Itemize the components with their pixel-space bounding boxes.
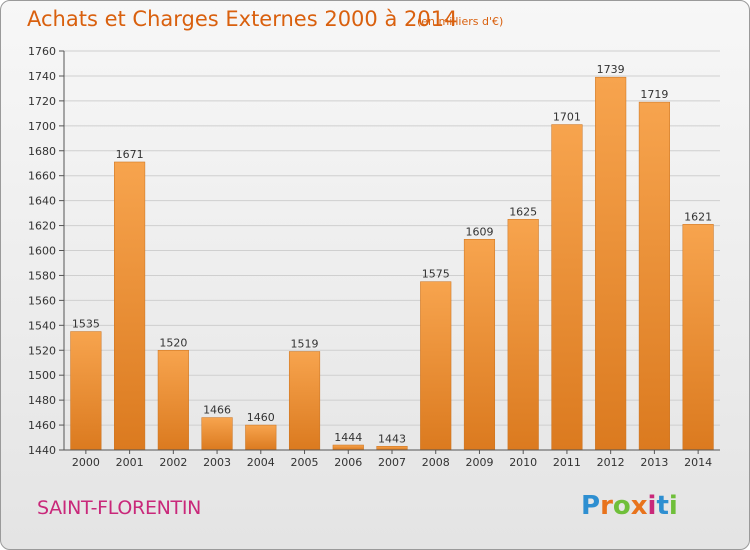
x-tick-label-2009: 2009 — [465, 456, 493, 469]
y-tick-label: 1620 — [28, 220, 56, 233]
y-tick-label: 1520 — [28, 344, 56, 357]
value-label-2002: 1520 — [159, 336, 187, 349]
bar-2013 — [638, 101, 670, 451]
y-tick-label: 1720 — [28, 95, 56, 108]
bar-2000 — [70, 331, 102, 451]
value-label-2001: 1671 — [116, 148, 144, 161]
bar-2001 — [114, 161, 146, 451]
x-axis: 2000 2001 2002 2003 2004 2005 2006 2007 2008 2009… — [64, 449, 720, 469]
value-label-2010: 1625 — [509, 205, 537, 218]
y-tick-label: 1560 — [28, 294, 56, 307]
bar-2005 — [288, 351, 321, 451]
bar-2012 — [595, 76, 627, 451]
logo-letter: i — [668, 491, 678, 521]
bar-2002 — [157, 350, 189, 451]
bar-2014 — [682, 224, 714, 451]
bars: 1535 1671 1520 1466 1460 1519 1444 1443 1575 1609… — [70, 63, 714, 451]
x-tick-label-2006: 2006 — [334, 456, 362, 469]
logo-letter: o — [612, 491, 631, 521]
x-tick-label-2011: 2011 — [553, 456, 581, 469]
x-tick-label-2005: 2005 — [291, 456, 319, 469]
x-tick-label-2013: 2013 — [640, 456, 668, 469]
bar-2006 — [332, 444, 364, 451]
y-tick-label: 1580 — [28, 269, 56, 282]
bar-2011 — [551, 124, 583, 451]
y-tick-label: 1500 — [28, 369, 56, 382]
y-tick-label: 1640 — [28, 195, 56, 208]
y-tick-label: 1600 — [28, 245, 56, 258]
x-tick-label-2003: 2003 — [203, 456, 231, 469]
x-tick-label-2000: 2000 — [72, 456, 100, 469]
bar-2010 — [507, 219, 539, 451]
logo-letter: t — [656, 491, 669, 521]
value-label-2005: 1519 — [291, 337, 319, 350]
proxiti-logo[interactable]: Proxiti — [581, 491, 678, 521]
value-label-2006: 1444 — [334, 431, 362, 444]
x-tick-label-2001: 2001 — [116, 456, 144, 469]
x-tick-label-2007: 2007 — [378, 456, 406, 469]
y-tick-label: 1680 — [28, 145, 56, 158]
value-label-2014: 1621 — [684, 210, 712, 223]
bar-2007 — [376, 446, 408, 451]
y-tick-label: 1440 — [28, 444, 56, 457]
logo-letter: x — [630, 491, 648, 521]
value-label-2004: 1460 — [247, 411, 275, 424]
bar-2004 — [245, 424, 277, 451]
value-label-2011: 1701 — [553, 111, 581, 124]
value-label-2008: 1575 — [422, 268, 450, 281]
value-label-2003: 1466 — [203, 404, 231, 417]
y-tick-label: 1480 — [28, 394, 56, 407]
x-tick-label-2004: 2004 — [247, 456, 275, 469]
y-tick-label: 1760 — [28, 45, 56, 58]
value-label-2013: 1719 — [640, 88, 668, 101]
chart-subtitle: (en milliers d'€) — [417, 15, 504, 28]
value-label-2007: 1443 — [378, 432, 406, 445]
logo-letter: r — [600, 491, 613, 521]
logo-letter: P — [581, 491, 601, 521]
y-tick-label: 1540 — [28, 319, 56, 332]
logo-letter: i — [647, 491, 657, 521]
y-tick-label: 1660 — [28, 170, 56, 183]
commune-name: SAINT-FLORENTIN — [37, 497, 202, 519]
x-tick-label-2008: 2008 — [422, 456, 450, 469]
x-tick-label-2014: 2014 — [684, 456, 712, 469]
value-label-2000: 1535 — [72, 318, 100, 331]
value-label-2009: 1609 — [465, 225, 493, 238]
value-label-2012: 1739 — [597, 63, 625, 76]
bar-2003 — [201, 417, 233, 451]
x-tick-label-2002: 2002 — [159, 456, 187, 469]
chart-title: Achats et Charges Externes 2000 à 2014 — [27, 7, 458, 31]
x-tick-label-2010: 2010 — [509, 456, 537, 469]
bar-2009 — [463, 239, 496, 451]
y-tick-label: 1460 — [28, 419, 56, 432]
y-tick-label: 1740 — [28, 70, 56, 83]
y-tick-label: 1700 — [28, 120, 56, 133]
y-axis: 1440 1460 1480 1500 1520 1540 1560 1580 1600 1620… — [28, 45, 65, 457]
x-tick-label-2012: 2012 — [597, 456, 625, 469]
bar-2008 — [420, 281, 452, 451]
